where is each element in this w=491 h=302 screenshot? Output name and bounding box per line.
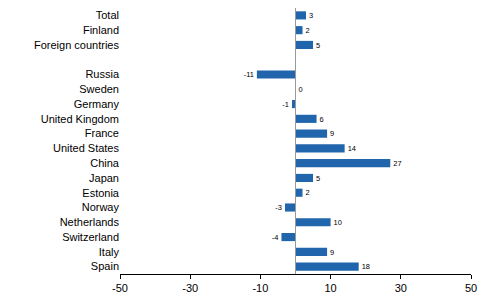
svg-text:2: 2 — [306, 188, 310, 197]
svg-text:United Kingdom: United Kingdom — [41, 113, 119, 125]
svg-text:6: 6 — [320, 115, 324, 124]
svg-text:Japan: Japan — [89, 172, 119, 184]
svg-text:Total: Total — [96, 9, 119, 21]
svg-text:2: 2 — [306, 26, 310, 35]
svg-text:Estonia: Estonia — [82, 187, 120, 199]
svg-text:9: 9 — [330, 248, 334, 257]
svg-text:10: 10 — [334, 218, 342, 227]
svg-text:Spain: Spain — [91, 260, 119, 272]
svg-text:-30: -30 — [182, 282, 198, 294]
svg-text:Norway: Norway — [82, 201, 120, 213]
svg-text:China: China — [90, 157, 120, 169]
svg-text:Russia: Russia — [85, 68, 120, 80]
svg-text:-11: -11 — [244, 70, 254, 79]
svg-text:27: 27 — [393, 159, 401, 168]
svg-text:Italy: Italy — [99, 246, 120, 258]
svg-text:United States: United States — [53, 142, 120, 154]
svg-text:-4: -4 — [272, 233, 279, 242]
svg-text:-10: -10 — [252, 282, 268, 294]
svg-text:50: 50 — [465, 282, 477, 294]
svg-text:Switzerland: Switzerland — [62, 231, 119, 243]
svg-text:30: 30 — [395, 282, 407, 294]
svg-text:Sweden: Sweden — [79, 83, 119, 95]
svg-text:3: 3 — [309, 11, 313, 20]
svg-text:10: 10 — [324, 282, 336, 294]
svg-text:18: 18 — [362, 262, 370, 271]
svg-text:-3: -3 — [275, 203, 282, 212]
svg-text:Foreign countries: Foreign countries — [34, 39, 119, 51]
svg-text:Netherlands: Netherlands — [60, 216, 120, 228]
svg-text:0: 0 — [299, 85, 303, 94]
svg-text:France: France — [85, 127, 119, 139]
svg-text:9: 9 — [330, 129, 334, 138]
svg-text:5: 5 — [316, 174, 320, 183]
svg-text:-1: -1 — [282, 100, 289, 109]
svg-text:-50: -50 — [112, 282, 128, 294]
svg-text:5: 5 — [316, 41, 320, 50]
svg-text:14: 14 — [348, 144, 356, 153]
svg-text:Germany: Germany — [74, 98, 120, 110]
svg-text:Finland: Finland — [83, 24, 119, 36]
